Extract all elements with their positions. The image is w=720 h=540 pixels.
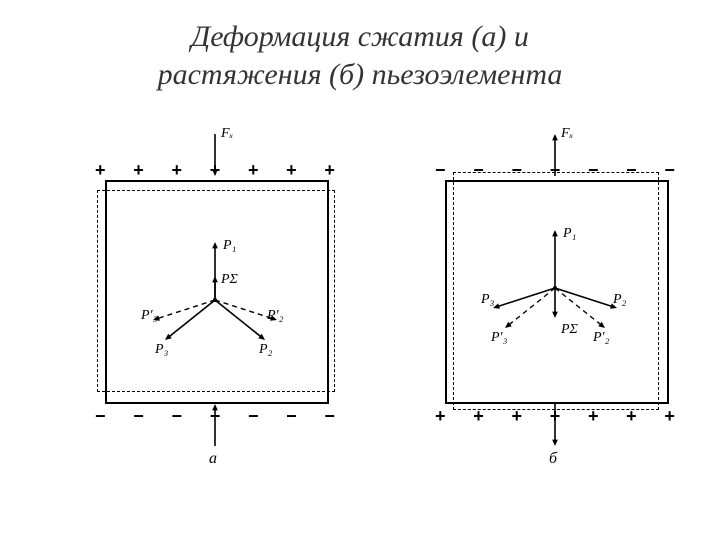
label-pp3: P′₃ [141,308,157,324]
vectors-a [55,130,375,490]
diagram-container: +++++++ −−−−−−− а FₓP₁P₂P₃P′₂P′₃PΣ −−−−−… [0,130,720,530]
title-line2: растяжения (б) пьезоэлемента [158,58,563,91]
label-pp2: P′₂ [267,308,283,324]
panel-a: +++++++ −−−−−−− а FₓP₁P₂P₃P′₂P′₃PΣ [55,130,375,490]
label-pp3: P′₃ [491,330,507,346]
caption-b: б [549,450,557,468]
label-p3: P₃ [481,292,494,308]
caption-a: а [209,450,217,468]
label-p2: P₂ [259,342,272,358]
label-fx: Fₓ [561,126,574,142]
diagram-title: Деформация сжатия (а) и растяжения (б) п… [0,0,720,93]
label-psum: PΣ [561,322,578,338]
label-p1: P₁ [223,238,236,254]
label-pp2: P′₂ [593,330,609,346]
label-p1: P₁ [563,226,576,242]
label-psum: PΣ [221,272,238,288]
panel-b: −−−−−−− +++++++ б FₓP₁P₂P₃P′₂P′₃PΣ [395,130,715,490]
label-p3: P₃ [155,342,168,358]
vectors-b [395,130,715,490]
label-p2: P₂ [613,292,626,308]
label-fx: Fₓ [221,126,234,142]
title-line1: Деформация сжатия (а) и [191,20,529,53]
